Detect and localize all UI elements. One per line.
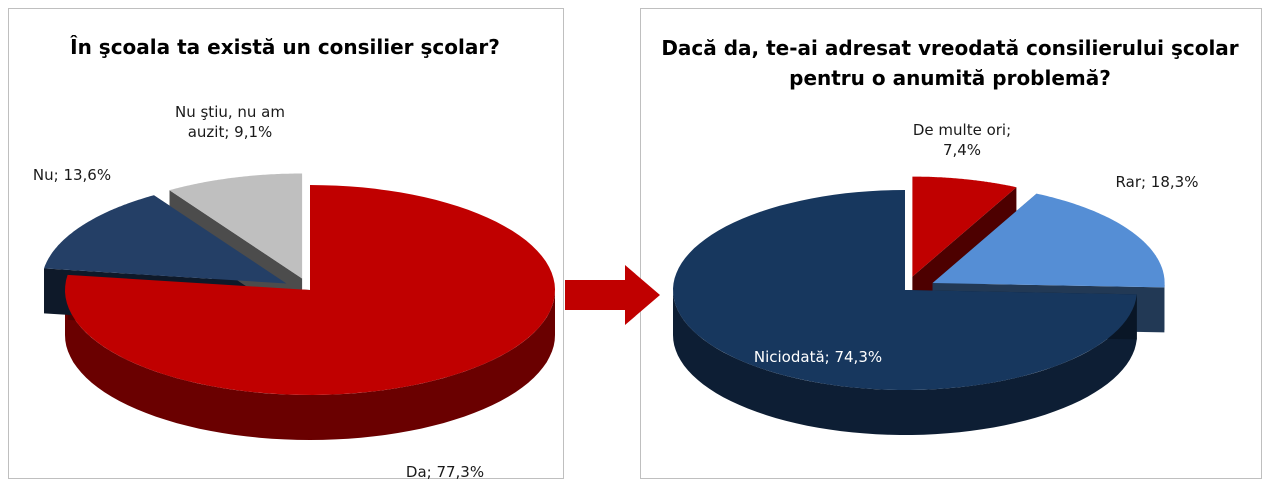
slice — [169, 173, 303, 279]
slice — [912, 176, 1017, 277]
right-panel — [640, 8, 1262, 479]
arrow — [565, 265, 660, 325]
data-label: De multe ori; 7,4% — [912, 121, 1012, 159]
slice — [44, 195, 287, 284]
data-label: Nu ştiu, nu am auzit; 9,1% — [175, 103, 285, 141]
slice-side — [673, 290, 1137, 435]
left-panel — [8, 8, 564, 479]
slice — [932, 193, 1165, 288]
chart-title: În şcoala ta există un consilier şcolar? — [70, 35, 500, 59]
slice — [673, 190, 1137, 390]
data-label: Da; 77,3% — [405, 463, 485, 481]
data-label: Niciodată; 74,3% — [753, 348, 883, 366]
slice-side — [65, 290, 555, 440]
data-label: Nu; 13,6% — [32, 166, 112, 184]
slice — [65, 185, 555, 395]
data-label: Rar; 18,3% — [1115, 173, 1199, 191]
chart-title: Dacă da, te-ai adresat vreodată consilie… — [661, 36, 1239, 90]
